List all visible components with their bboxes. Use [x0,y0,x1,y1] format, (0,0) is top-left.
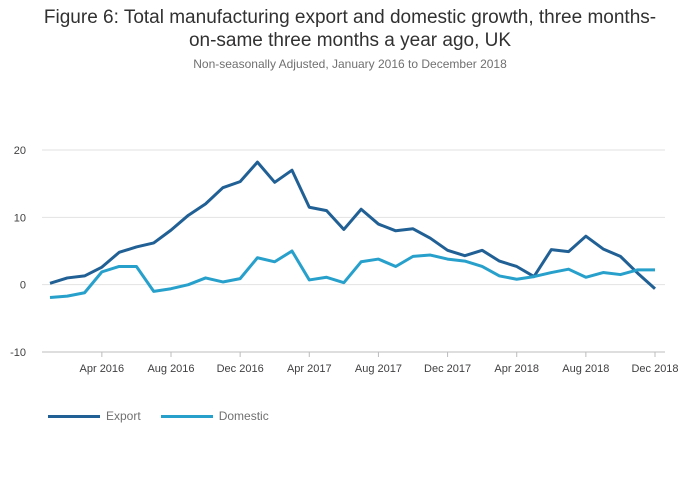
x-tick-label: Apr 2017 [287,363,332,375]
legend-label: Domestic [218,409,269,423]
chart-subtitle: Non-seasonally Adjusted, January 2016 to… [193,57,507,71]
series-line-export [49,160,657,290]
x-tick-label: Apr 2018 [494,363,539,375]
series-line-domestic [49,249,655,299]
line-chart: 20 10 0 -10 Apr 2016 Aug 2016 Dec 2016 Apr 2017… [10,145,678,375]
legend-swatch-export [48,414,100,418]
legend-item-domestic[interactable]: Domestic [160,409,269,423]
x-tick-label: Dec 2018 [631,363,678,375]
x-tick-label: Dec 2016 [217,363,264,375]
title-line-2: on-same three months a year ago, UK [188,30,512,51]
y-tick-label: 10 [14,212,26,224]
y-tick-label: -10 [10,347,26,359]
x-tick-label: Dec 2017 [424,363,471,375]
x-tick-label: Apr 2016 [80,363,125,375]
y-tick-label: 20 [14,145,26,157]
legend-item-export[interactable]: Export [48,409,141,423]
x-tick-label: Aug 2017 [355,363,402,375]
title-line-1: Figure 6: Total manufacturing export and… [43,7,657,28]
legend-label: Export [106,409,141,423]
x-tick-label: Aug 2016 [147,363,194,375]
chart-title: Figure 6: Total manufacturing export and… [0,6,700,52]
y-tick-label: 0 [20,280,26,292]
x-tick-label: Aug 2018 [562,363,609,375]
legend: Export Domestic [48,409,289,423]
legend-swatch-domestic [160,414,213,418]
